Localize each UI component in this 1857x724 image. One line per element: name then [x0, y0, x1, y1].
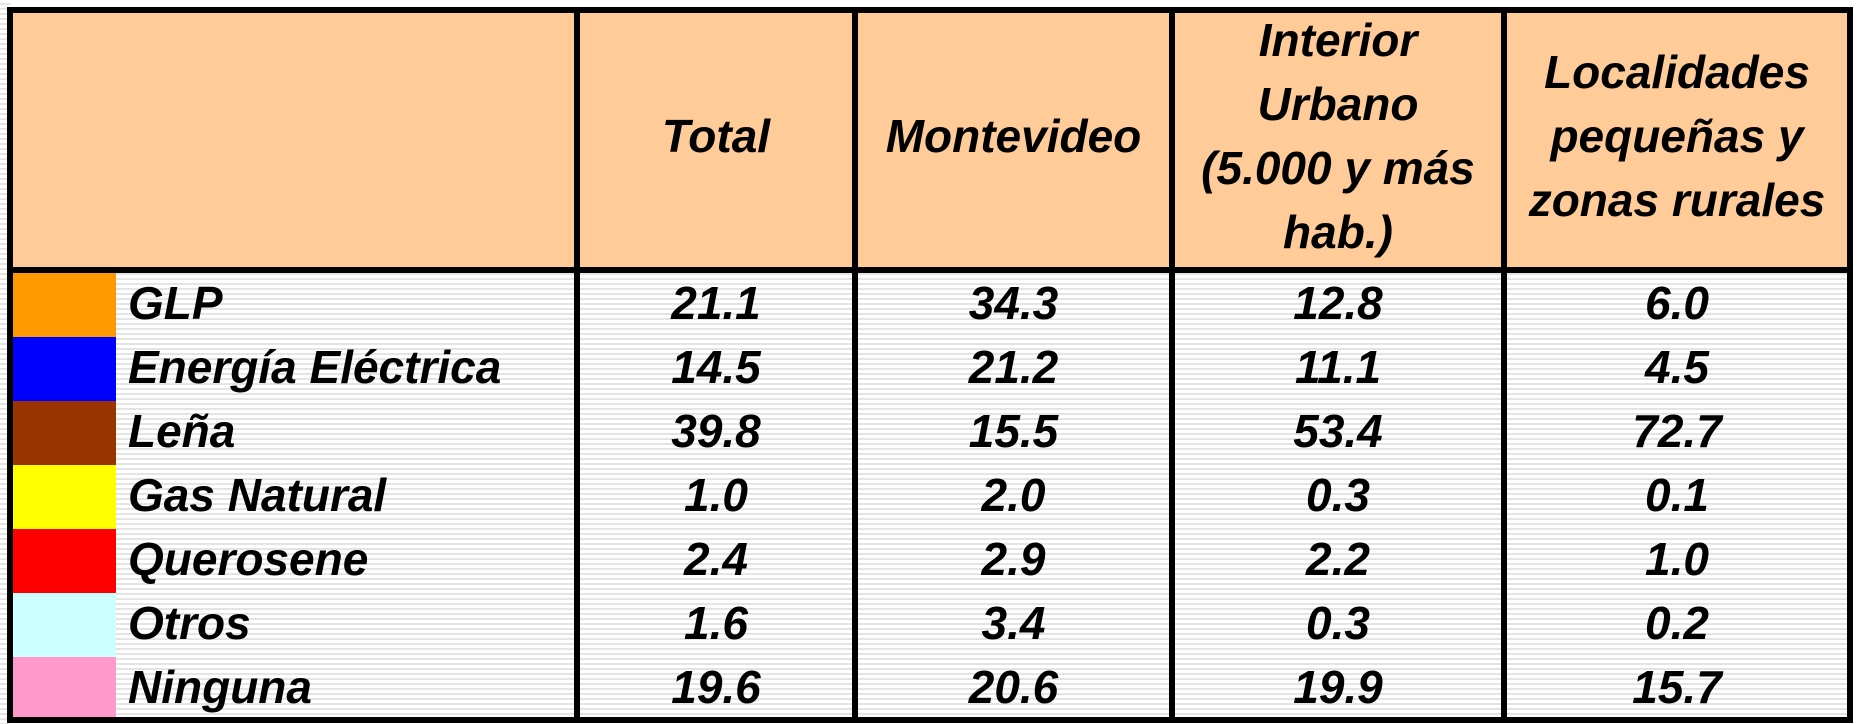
- header-cell: hab.): [1283, 206, 1393, 258]
- row-label: Otros: [128, 597, 251, 649]
- cell: 1.0: [1645, 533, 1709, 585]
- row-label: Querosene: [128, 533, 368, 585]
- body-bg: [10, 270, 1850, 720]
- cell: 2.0: [981, 469, 1046, 521]
- color-swatch: [13, 273, 116, 337]
- cell: 34.3: [969, 277, 1059, 329]
- cell: 1.0: [684, 469, 748, 521]
- cell: 21.1: [670, 277, 761, 329]
- cell: 0.3: [1306, 597, 1370, 649]
- cell: 15.5: [969, 405, 1060, 457]
- row-label: Ninguna: [128, 661, 312, 713]
- row-label: Energía Eléctrica: [128, 341, 501, 393]
- cell: 20.6: [968, 661, 1059, 713]
- color-swatch: [13, 593, 116, 657]
- color-swatch: [13, 657, 116, 721]
- cell: 0.1: [1645, 469, 1709, 521]
- cell: 53.4: [1293, 405, 1383, 457]
- cell: 6.0: [1645, 277, 1709, 329]
- color-swatch: [13, 337, 116, 401]
- color-swatch: [13, 401, 116, 465]
- color-swatch: [13, 529, 116, 593]
- side-stripes: [0, 0, 10, 724]
- header-cell: Interior: [1259, 14, 1420, 66]
- cell: 1.6: [684, 597, 748, 649]
- content: Total Montevideo Interior Urbano (5.000 y má…: [13, 14, 1825, 721]
- cell: 2.9: [981, 533, 1046, 585]
- header-cell: zonas rurales: [1528, 174, 1826, 226]
- header-cell: Urbano: [1258, 78, 1419, 130]
- cell: 4.5: [1644, 341, 1710, 393]
- header-cell: pequeñas y: [1548, 110, 1806, 162]
- cell: 21.2: [968, 341, 1059, 393]
- cell: 2.2: [1305, 533, 1370, 585]
- cell: 39.8: [671, 405, 761, 457]
- borders: [7, 7, 1853, 723]
- cell: 14.5: [671, 341, 762, 393]
- row-label: GLP: [128, 277, 223, 329]
- cell: 72.7: [1632, 405, 1724, 457]
- cell: 0.2: [1645, 597, 1709, 649]
- header-cell: (5.000 y más: [1201, 142, 1475, 194]
- cell: 2.4: [683, 533, 748, 585]
- header-cell: Montevideo: [886, 110, 1142, 162]
- cell: 12.8: [1293, 277, 1383, 329]
- row-label: Leña: [128, 405, 235, 457]
- cell: 19.9: [1293, 661, 1383, 713]
- header-cell: Total: [662, 110, 771, 162]
- row-label: Gas Natural: [128, 469, 387, 521]
- header-cell: Localidades: [1544, 46, 1810, 98]
- cell: 3.4: [982, 597, 1046, 649]
- cell: 15.7: [1632, 661, 1724, 713]
- cell: 11.1: [1295, 341, 1381, 393]
- color-swatch: [13, 465, 116, 529]
- header-bg: [10, 10, 1850, 270]
- cell: 19.6: [671, 661, 761, 713]
- cell: 0.3: [1306, 469, 1370, 521]
